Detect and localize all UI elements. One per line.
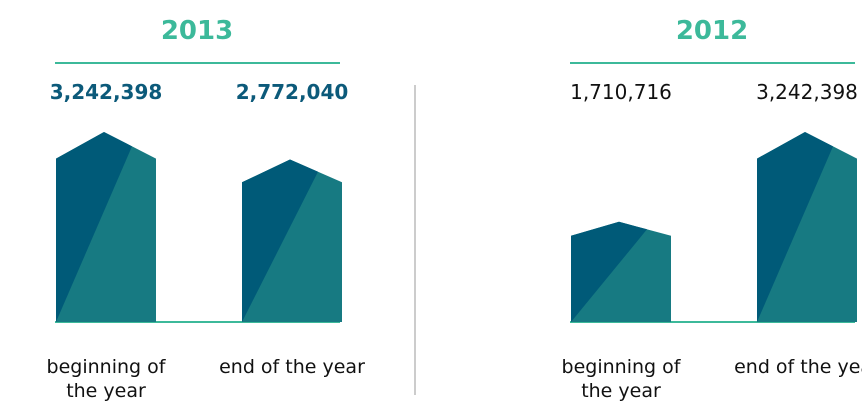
value-label: 2,772,040: [235, 80, 349, 104]
bar-shade: [757, 132, 833, 322]
chart-title: 2013: [160, 16, 234, 46]
category-label: beginning of the year: [46, 356, 166, 402]
category-label: end of the year: [219, 356, 365, 378]
bar-shade: [242, 159, 318, 322]
value-label: 1,710,716: [570, 80, 672, 104]
chart-title: 2012: [675, 16, 749, 46]
bar: [242, 159, 342, 322]
bar-shade: [571, 221, 647, 322]
bar: [757, 132, 857, 322]
value-label: 3,242,398: [756, 80, 858, 104]
bar: [571, 221, 671, 322]
bar-shade: [56, 132, 132, 322]
category-label: beginning of the year: [561, 356, 681, 402]
bar: [56, 132, 156, 322]
category-label: end of the year: [734, 356, 862, 378]
value-label: 3,242,398: [49, 80, 163, 104]
